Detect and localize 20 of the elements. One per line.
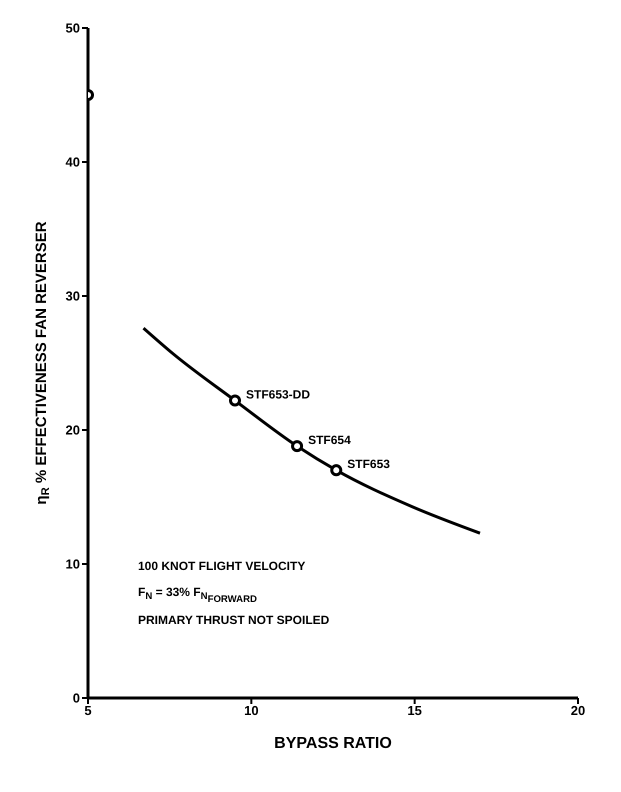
- point: [228, 394, 242, 407]
- x-tick-label: 5: [84, 703, 92, 718]
- line-series: [142, 326, 482, 535]
- annotation: STF653-DD: [246, 388, 310, 402]
- x-tick-label: 20: [570, 703, 586, 718]
- y-tick-label: 50: [66, 20, 80, 36]
- point: [330, 464, 342, 476]
- point: [291, 440, 304, 452]
- y-tick-label: 30: [66, 288, 80, 304]
- annotation: 100 KNOT FLIGHT VELOCITY: [138, 559, 306, 573]
- y-tick-label: 10: [66, 556, 80, 572]
- annotation: STF654: [308, 433, 352, 448]
- y-tick-label: 0: [72, 690, 80, 706]
- x-tick-label: 15: [407, 703, 422, 718]
- x-axis-title: BYPASS RATIO: [274, 735, 392, 752]
- annotation: PRIMARY THRUST NOT SPOILED: [138, 613, 330, 627]
- annotation: STF653: [347, 457, 390, 472]
- x-tick-label: 10: [244, 703, 259, 718]
- y-tick-label: 40: [66, 154, 80, 170]
- y-tick-label: 20: [66, 422, 80, 438]
